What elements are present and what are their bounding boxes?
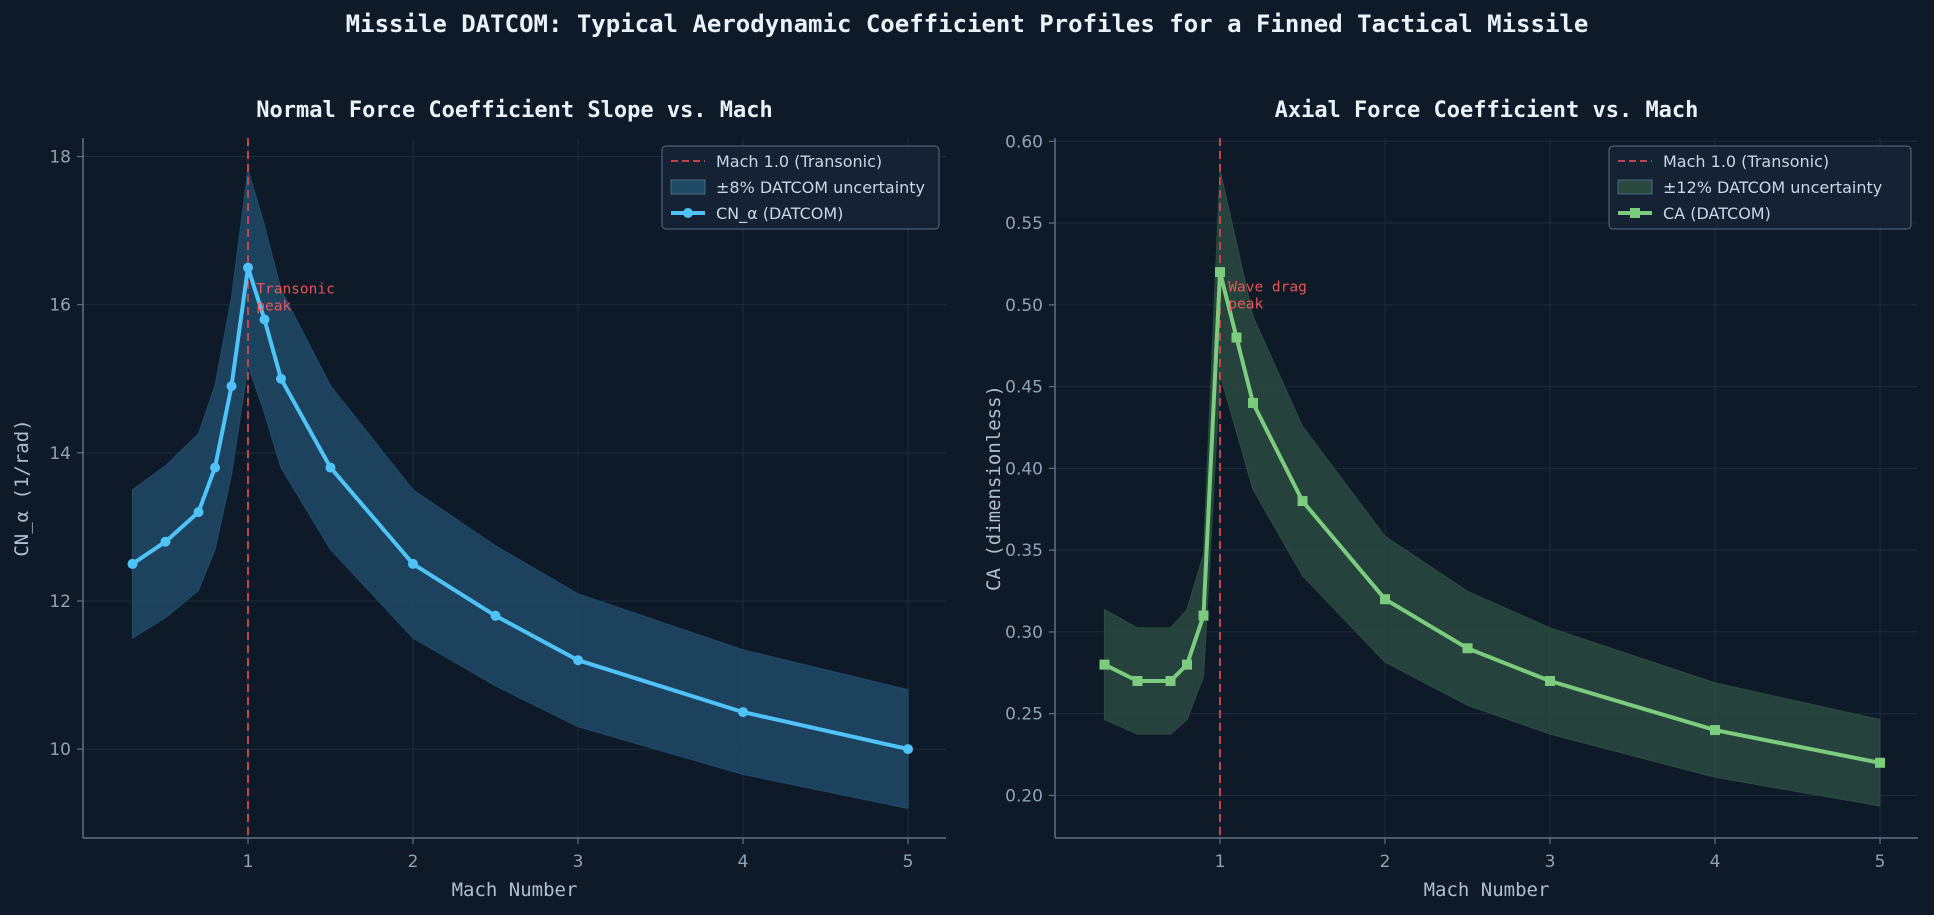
data-point <box>1198 610 1209 621</box>
legend-band-swatch <box>1617 179 1653 195</box>
uncertainty-band <box>1103 169 1881 807</box>
data-point <box>738 707 749 718</box>
legend-band-label: ±12% DATCOM uncertainty <box>1663 178 1882 197</box>
y-tick-label: 16 <box>49 296 71 316</box>
data-point <box>573 655 584 666</box>
y-tick-label: 0.20 <box>1005 786 1043 806</box>
data-point <box>1875 757 1886 768</box>
x-tick-label: 2 <box>408 852 419 872</box>
data-point <box>1248 397 1259 408</box>
uncertainty-band <box>131 169 909 810</box>
figure-title: Missile DATCOM: Typical Aerodynamic Coef… <box>345 10 1589 38</box>
data-point <box>210 462 221 473</box>
legend: Mach 1.0 (Transonic) ±12% DATCOM uncertai… <box>1608 145 1912 230</box>
y-tick-label: 0.40 <box>1005 459 1043 479</box>
legend-band-label: ±8% DATCOM uncertainty <box>716 178 925 197</box>
series-line <box>131 265 909 752</box>
y-tick-label: 0.50 <box>1005 296 1043 316</box>
ca-chart-panel: 1 2 3 4 5 0.20 0.25 0.30 0.35 0.40 0.45 0.50 0.55 0.6… <box>983 98 1918 901</box>
data-point <box>1462 643 1473 654</box>
data-point <box>1182 659 1193 670</box>
legend-series-marker <box>1630 208 1640 218</box>
data-point <box>1545 675 1556 686</box>
x-axis-label: Mach Number <box>452 879 578 901</box>
x-tick-label: 3 <box>573 852 584 872</box>
x-tick-label: 1 <box>243 852 254 872</box>
legend-box <box>1608 145 1912 230</box>
x-tick-label: 5 <box>903 852 914 872</box>
data-point <box>193 507 204 518</box>
data-point <box>490 610 501 621</box>
chart-title: Axial Force Coefficient vs. Mach <box>1275 98 1699 123</box>
legend-box <box>661 145 940 230</box>
data-point <box>903 744 914 755</box>
data-point <box>1099 659 1110 670</box>
x-tick-label: 5 <box>1875 852 1886 872</box>
y-tick-label: 12 <box>49 592 71 612</box>
y-tick-label: 0.55 <box>1005 214 1043 234</box>
legend-transonic-label: Mach 1.0 (Transonic) <box>716 152 882 171</box>
annotation-text: peak <box>256 299 291 315</box>
y-tick-label: 0.60 <box>1005 132 1043 152</box>
legend: Mach 1.0 (Transonic) ±8% DATCOM uncertain… <box>661 145 940 230</box>
y-tick-label: 0.45 <box>1005 378 1043 398</box>
data-point <box>1297 496 1308 507</box>
x-tick-label: 3 <box>1545 852 1556 872</box>
legend-series-marker <box>683 208 693 218</box>
y-axis-label: CA (dimensionless) <box>983 385 1005 591</box>
data-point <box>243 262 254 273</box>
legend-band-swatch <box>670 179 706 195</box>
data-point <box>1215 267 1226 278</box>
y-tick-label: 0.30 <box>1005 623 1043 643</box>
data-point <box>1132 675 1143 686</box>
annotation-text: Wave drag <box>1228 280 1307 296</box>
chart-title: Normal Force Coefficient Slope vs. Mach <box>256 98 773 123</box>
data-point <box>1380 594 1391 605</box>
y-tick-label: 0.25 <box>1005 705 1043 725</box>
data-point <box>160 536 171 547</box>
data-point <box>1710 725 1721 736</box>
annotation-text: peak <box>1228 297 1263 313</box>
data-point <box>325 462 336 473</box>
y-tick-label: 10 <box>49 740 71 760</box>
data-point <box>1231 332 1242 343</box>
x-tick-label: 4 <box>1710 852 1721 872</box>
y-tick-label: 14 <box>49 444 71 464</box>
y-axis-label: CN_α (1/rad) <box>11 419 33 556</box>
annotation-text: Transonic <box>256 282 335 298</box>
legend-series-label: CA (DATCOM) <box>1663 204 1771 223</box>
data-point <box>127 558 138 569</box>
data-point <box>1165 675 1176 686</box>
data-point <box>259 314 270 325</box>
legend-series-label: CN_α (DATCOM) <box>716 204 843 224</box>
y-tick-label: 18 <box>49 148 71 168</box>
y-tick-label: 0.35 <box>1005 541 1043 561</box>
x-axis-label: Mach Number <box>1424 879 1550 901</box>
x-tick-label: 4 <box>738 852 749 872</box>
data-point <box>408 558 419 569</box>
x-tick-label: 1 <box>1215 852 1226 872</box>
legend-transonic-label: Mach 1.0 (Transonic) <box>1663 152 1829 171</box>
data-point <box>276 373 287 384</box>
data-point <box>226 381 237 392</box>
x-tick-label: 2 <box>1380 852 1391 872</box>
